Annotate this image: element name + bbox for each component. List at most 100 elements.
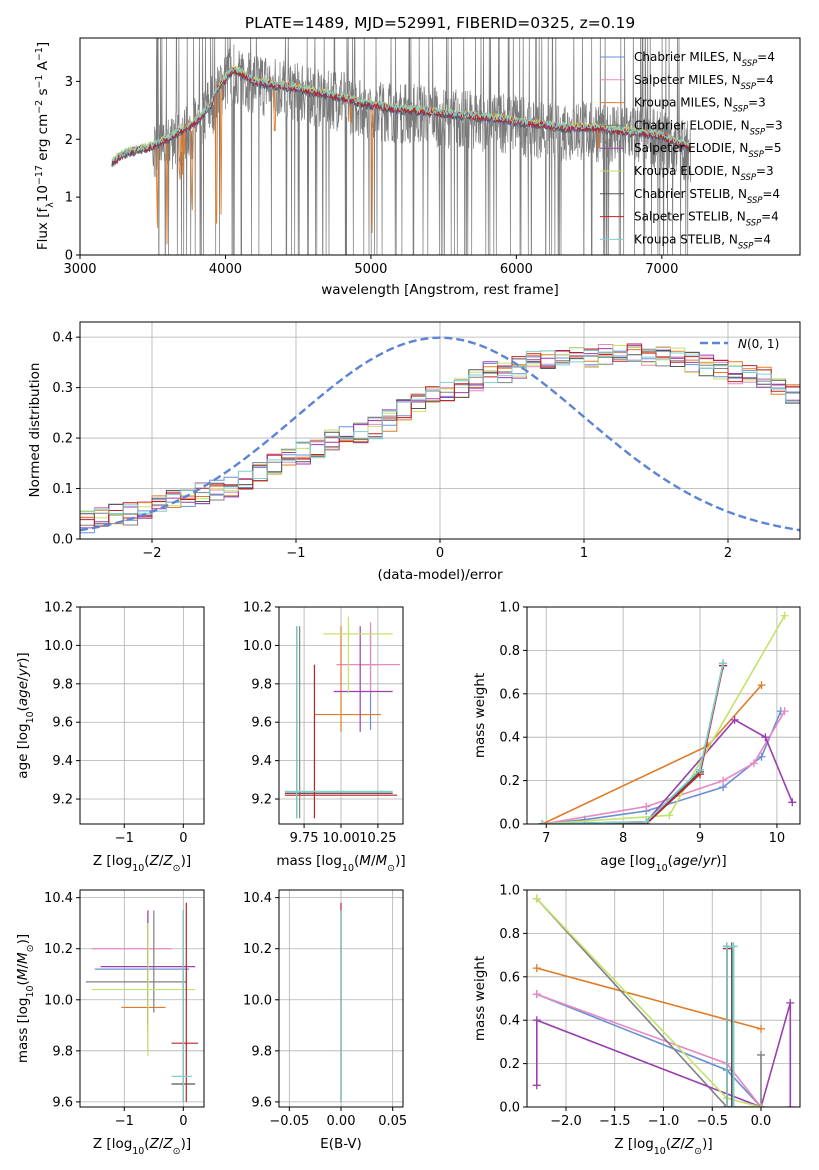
weight-marker [786,1103,795,1107]
text-part: )] [15,652,31,663]
text-part: =4 [757,50,775,64]
y-tick-label: 9.4 [52,754,73,769]
text-part: Salpeter STELIB, N [634,210,746,224]
y-axis-label: mass weight [472,673,488,758]
axes-frame [79,37,801,256]
text-part: SSP [742,58,758,68]
y-tick-label: 10.0 [243,639,272,654]
y-tick-label: 9.8 [52,1044,73,1059]
x-tick-label: 0.00 [327,1114,356,1129]
text-part: s [35,88,51,99]
weight-marker [722,1103,731,1107]
weight-marker [532,1081,541,1090]
x-axis-label: E(B-V) [320,1136,362,1152]
text-part: / [698,853,703,869]
x-tick-label: 5000 [354,262,387,277]
text-part: 10 [132,863,144,874]
x-tick-label: 7000 [645,262,678,277]
text-part: 10 [25,711,36,723]
text-part: A [35,60,51,74]
y-tick-label: 0.3 [52,381,73,396]
text-part: =4 [756,73,774,87]
x-axis-label: age [log10(age/yr)] [600,853,726,874]
legend-label: N(0, 1) [738,337,779,351]
weight-series [542,663,724,824]
weight-marker [757,681,766,690]
legend-label: Salpeter ELODIE, NSSP=5 [634,141,782,159]
weight-series [542,718,794,824]
text-part: SSP [746,218,762,228]
text-part: )] [395,853,406,869]
histogram-series [80,343,800,527]
y-tick-label: 0.2 [52,432,73,447]
y-tick-label: 9.6 [251,1095,272,1110]
y-tick-label: 0.2 [499,1057,520,1072]
text-part: age [log [600,853,655,869]
y-axis-label: mass [log10(M/M⊙)] [15,934,36,1063]
text-part: =3 [756,164,774,178]
y-tick-label: 10.4 [44,891,73,906]
weight-marker [532,1016,541,1025]
text-part: ⊙ [25,944,36,952]
y-tick-label: 1.0 [499,601,520,616]
spectrum-lines [111,38,692,255]
weight-marker [532,964,541,973]
text-part: λ [45,202,56,208]
y-tick-label: 0.8 [499,644,520,659]
errorbars [284,616,401,819]
x-tick-label: 7 [542,831,550,846]
x-axis-label: wavelength [Angstrom, rest frame] [321,282,559,298]
histogram-series [80,350,800,525]
text-part: yr [702,853,718,869]
y-axis-label: Normed distribution [27,363,43,498]
x-tick-label: −1 [286,546,305,561]
text-part: age [log [15,723,31,778]
x-axis-label: mass [log10(M/M⊙)] [276,853,405,874]
y-tick-label: 0.0 [499,1101,520,1116]
weight-marker [729,1103,738,1107]
y-tick-label: 9.2 [251,793,272,808]
x-tick-label: 9.75 [290,831,319,846]
weight-marker [642,817,651,824]
text-part: =4 [761,210,779,224]
text-part: 10 [656,863,668,874]
legend-label: Salpeter MILES, NSSP=4 [634,73,774,91]
x-tick-label: −0.5 [696,1114,728,1129]
text-part: 10 [342,863,354,874]
text-part: )] [702,1136,713,1152]
text-part: =3 [765,118,783,132]
y-tick-label: 9.6 [52,716,73,731]
text-part: Kroupa STELIB, N [634,232,738,246]
y-tick-label: 0.4 [499,1014,520,1029]
text-part: Kroupa MILES, N [634,96,733,110]
weight-marker [719,776,728,785]
age-vs-z-panel: −1 0 9.2 9.4 9.6 9.8 10.0 10.2 [44,601,205,846]
histogram-series [80,349,800,514]
weight-marker [780,707,789,716]
text-part: Z [log [614,1136,653,1152]
x-tick-label: −2 [142,546,161,561]
weight-marker [729,942,738,951]
x-tick-label: 0.05 [378,1114,407,1129]
x-axis-label: Z [log10(Z/Z⊙)] [93,1136,191,1157]
x-tick-label: 0 [179,831,187,846]
y-tick-label: 0.0 [499,818,520,833]
x-axis-label: (data-model)/error [377,567,503,583]
text-part: Z [684,1136,695,1152]
text-part: ( [666,1136,671,1152]
text-part: −1 [34,47,45,61]
weight-marker [532,990,541,999]
text-part: ( [668,853,673,869]
weight-marker [696,765,705,774]
weight-series [542,663,724,824]
text-part: 10 [654,1146,666,1157]
text-part: ( [144,1136,149,1152]
y-tick-label: 10.2 [243,942,272,957]
text-part: (0, 1) [747,337,779,351]
legend-label: Kroupa MILES, NSSP=3 [634,96,766,114]
text-part: Flux [f [35,207,51,251]
weight-series [542,615,786,824]
text-part: ] [35,42,51,47]
text-part: −2 [34,100,45,114]
